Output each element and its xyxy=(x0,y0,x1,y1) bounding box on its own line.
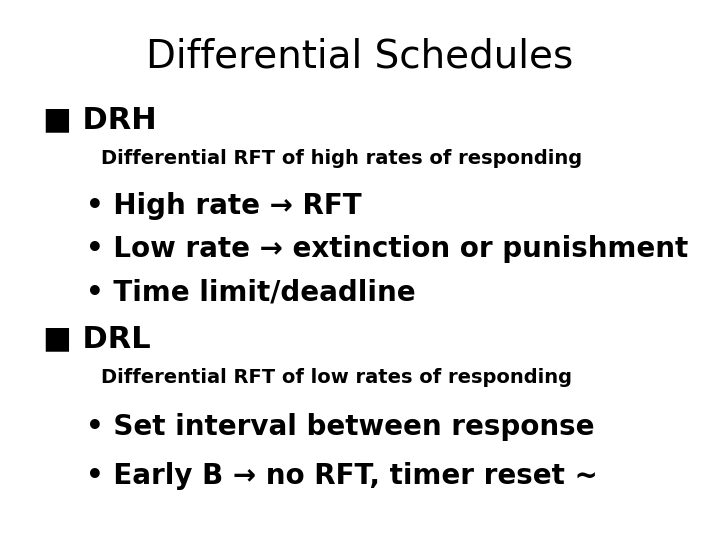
Text: Differential RFT of low rates of responding: Differential RFT of low rates of respond… xyxy=(101,368,572,387)
Text: • Low rate → extinction or punishment: • Low rate → extinction or punishment xyxy=(86,235,688,263)
Text: • Time limit/deadline: • Time limit/deadline xyxy=(86,278,416,306)
Text: Differential Schedules: Differential Schedules xyxy=(146,38,574,76)
Text: Differential RFT of high rates of responding: Differential RFT of high rates of respon… xyxy=(101,148,582,167)
Text: • Early B → no RFT, timer reset ~: • Early B → no RFT, timer reset ~ xyxy=(86,462,598,490)
Text: • High rate → RFT: • High rate → RFT xyxy=(86,192,362,220)
Text: ■ DRH: ■ DRH xyxy=(43,105,157,134)
Text: ■ DRL: ■ DRL xyxy=(43,324,150,353)
Text: • Set interval between response: • Set interval between response xyxy=(86,413,595,441)
